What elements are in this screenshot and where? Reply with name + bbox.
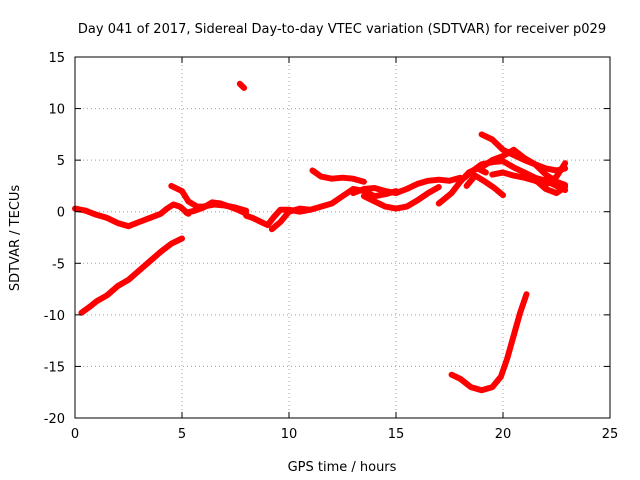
y-tick-label: 5 [57,154,65,169]
y-axis-label: SDTVAR / TECUs [8,185,23,292]
y-tick-label: -15 [44,360,65,375]
data-series-arc-18-23h-b [463,172,506,199]
y-tick-label: 15 [48,51,65,66]
axis-ticks: 0 5 10 15 20 25 -20 -15 -10 -5 0 5 10 15 [44,51,619,442]
y-tick-label: 0 [57,206,65,221]
data-series-short-11h [236,80,248,91]
y-tick-label: -20 [44,412,65,427]
chart-title: Day 041 of 2017, Sidereal Day-to-day VTE… [78,22,606,37]
x-tick-label: 25 [602,427,619,442]
y-tick-label: -10 [44,309,65,324]
data-series-rising-arc [78,235,185,316]
x-tick-label: 5 [178,427,186,442]
x-axis-label: GPS time / hours [288,460,397,475]
data-series-arc-13-18h [350,174,464,197]
x-tick-label: 10 [281,427,298,442]
data-series-arc-13-17h [360,184,442,212]
x-tick-label: 20 [495,427,512,442]
plot-frame [74,56,611,419]
data-series-arc-0-5h [72,201,192,230]
data-series-arc-9-15h [268,186,399,233]
y-tick-label: -5 [52,257,65,272]
plot-data [72,80,569,394]
x-tick-label: 15 [388,427,405,442]
data-series-arc-21-23h [521,170,569,197]
x-tick-label: 0 [71,427,79,442]
data-series-arc-11-13h [309,167,367,185]
data-series-dip-17-21h [448,291,530,394]
data-series-arc-5-8h-b [183,199,250,217]
y-tick-label: 10 [48,103,65,118]
